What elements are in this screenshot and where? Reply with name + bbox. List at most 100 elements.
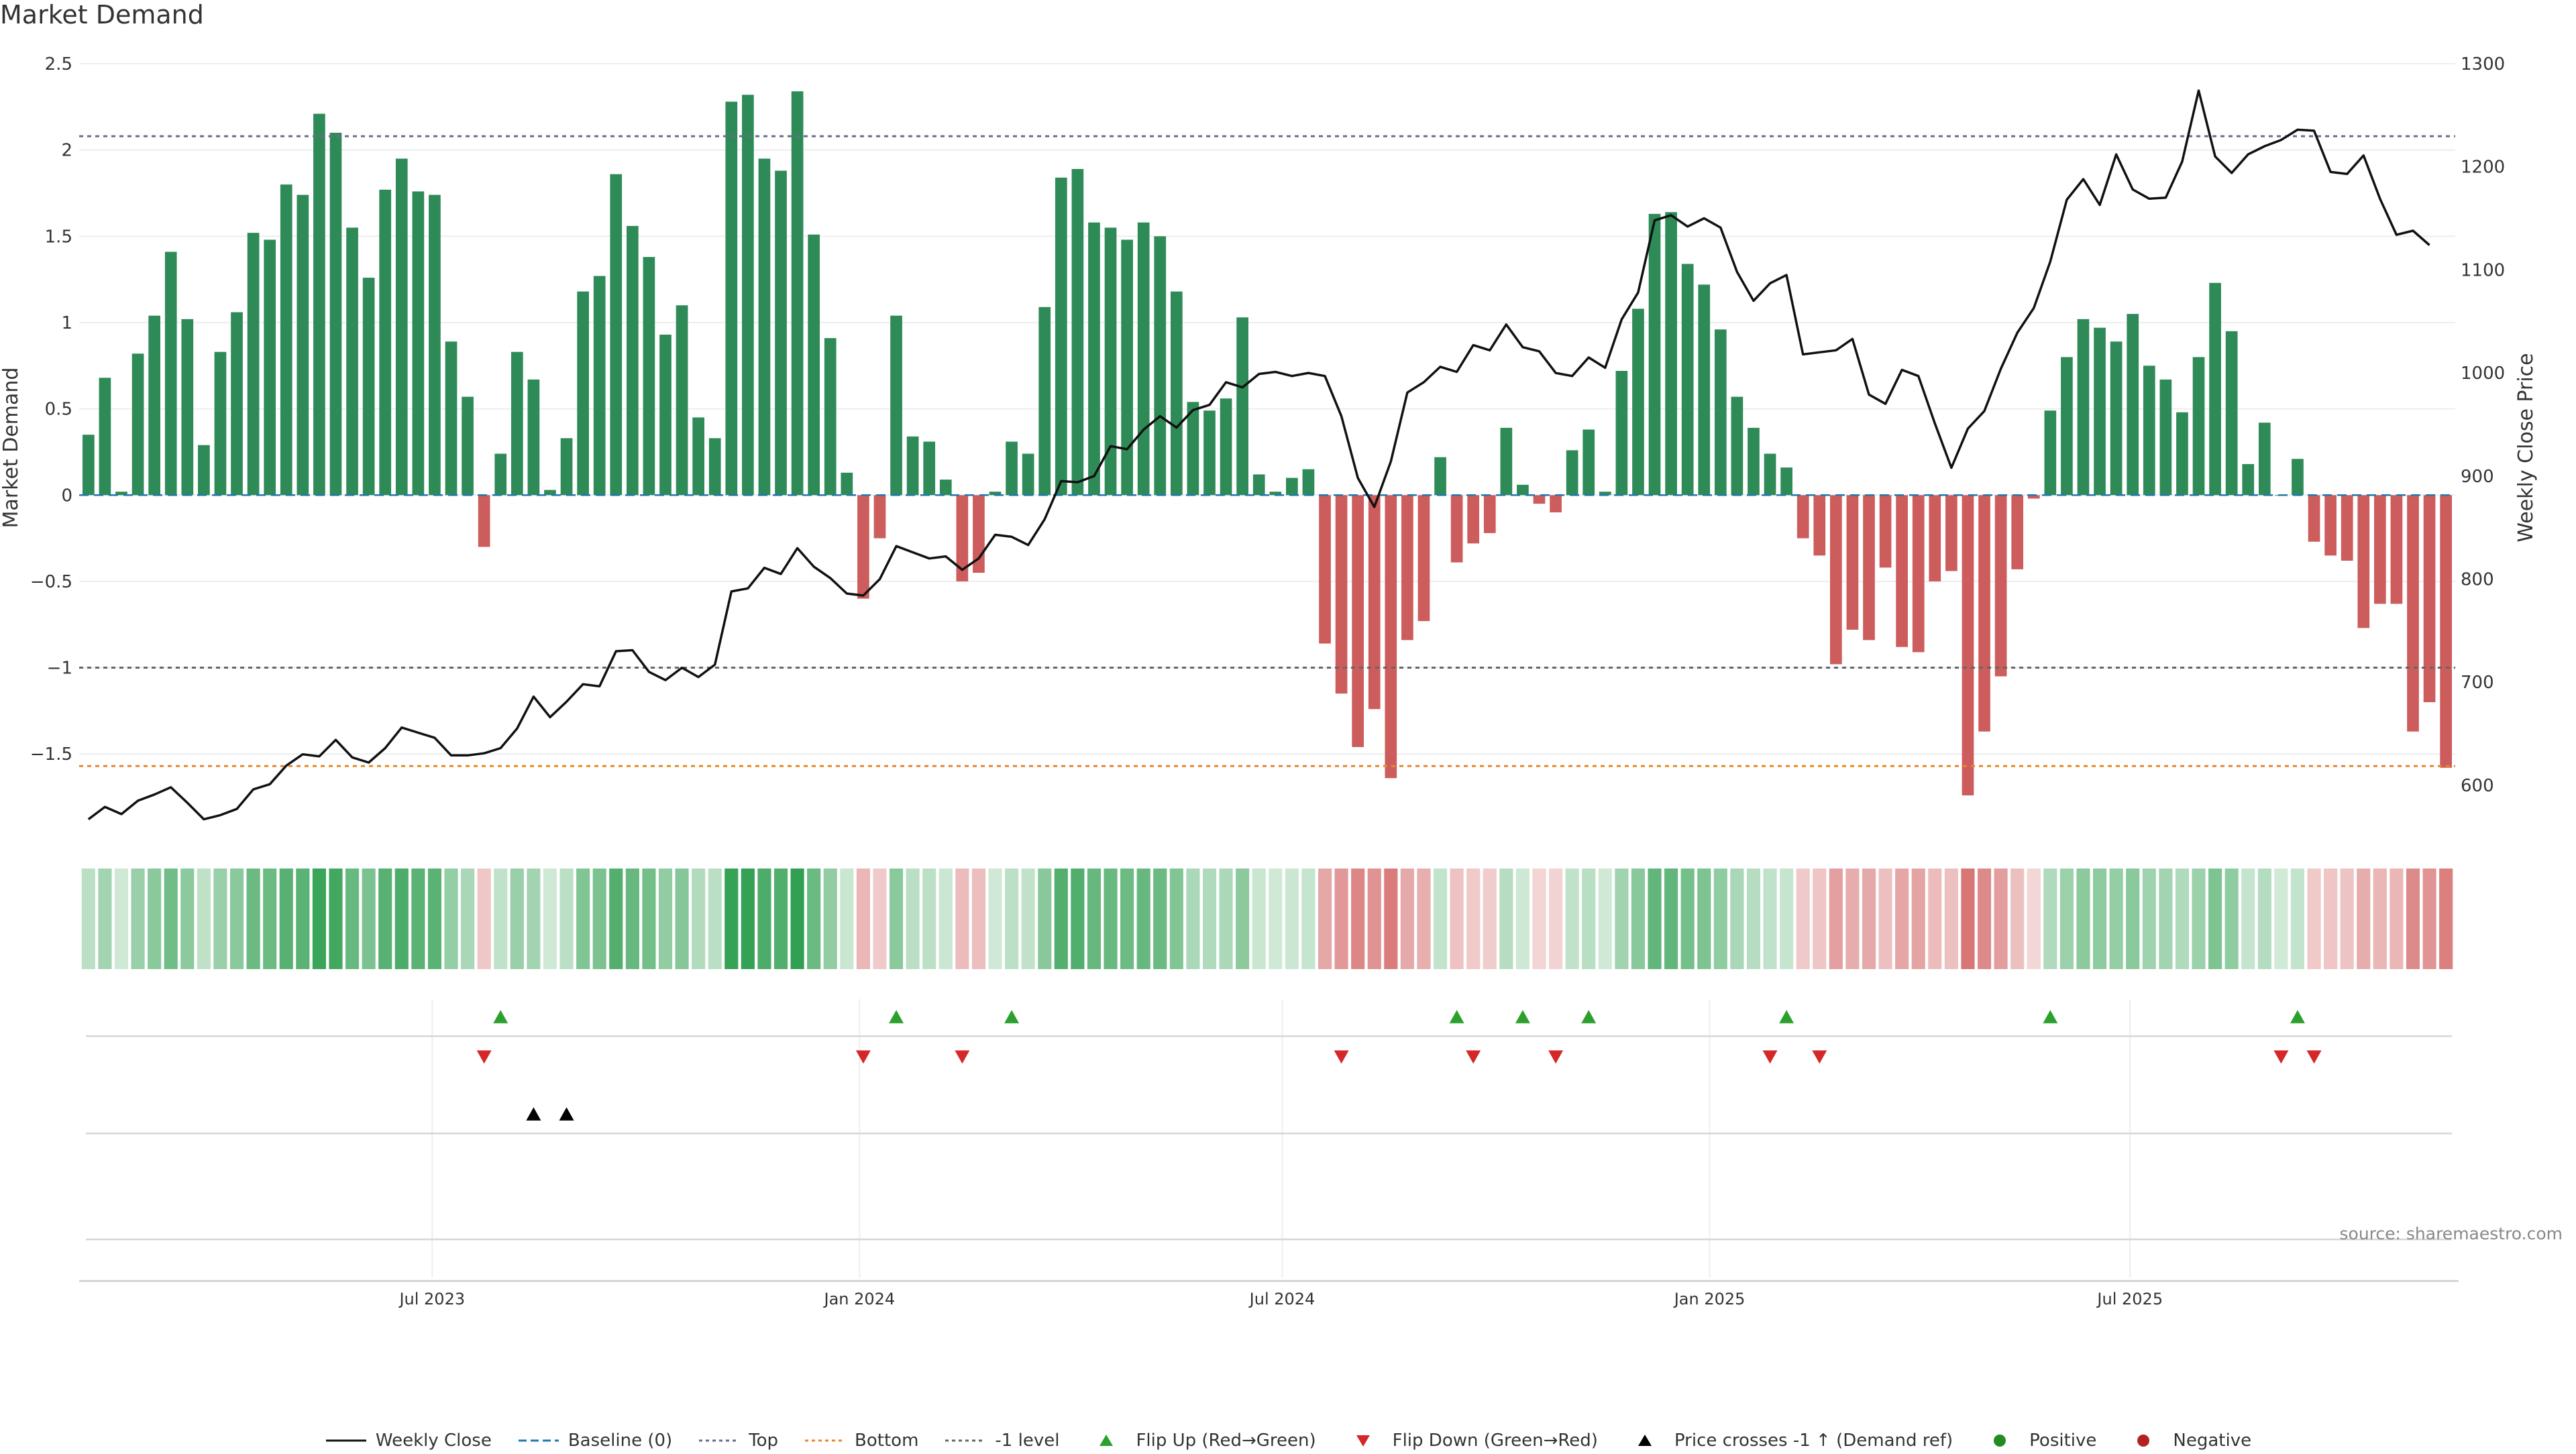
heat-strip-cell bbox=[2126, 869, 2140, 969]
heat-strip-cell bbox=[1038, 869, 1052, 969]
legend-symbol-icon bbox=[518, 1439, 559, 1442]
heat-strip-cell bbox=[378, 869, 392, 969]
demand-bar bbox=[1681, 264, 1694, 496]
heat-strip-cell bbox=[296, 869, 310, 969]
demand-bar bbox=[313, 113, 325, 496]
heat-strip-cell bbox=[1252, 869, 1266, 969]
y-tick-label: −0.5 bbox=[30, 572, 72, 592]
demand-bar bbox=[1500, 427, 1513, 496]
heat-strip-cell bbox=[1087, 869, 1102, 969]
heat-strip-cell bbox=[1746, 869, 1761, 969]
source-note: source: sharemaestro.com bbox=[2339, 1224, 2563, 1243]
demand-bar bbox=[577, 291, 589, 496]
heat-strip-cell bbox=[856, 869, 870, 969]
heat-strip-cell bbox=[1565, 869, 1579, 969]
demand-bar bbox=[198, 445, 210, 496]
demand-bar bbox=[148, 315, 160, 496]
demand-bar bbox=[1846, 495, 1859, 630]
y2-tick-label: 1300 bbox=[2461, 54, 2505, 74]
demand-bar bbox=[1302, 469, 1315, 496]
heat-strip-cell bbox=[1598, 869, 1612, 969]
demand-bar bbox=[956, 495, 969, 581]
heat-strip-cell bbox=[114, 869, 129, 969]
y2-tick-label: 1000 bbox=[2461, 364, 2505, 384]
heat-strip-cell bbox=[2059, 869, 2074, 969]
heat-strip-cell bbox=[1532, 869, 1546, 969]
heat-strip-cell bbox=[1483, 869, 1497, 969]
demand-bar bbox=[626, 225, 639, 496]
demand-bar bbox=[775, 170, 787, 496]
heat-strip-cell bbox=[1466, 869, 1481, 969]
demand-bar bbox=[494, 453, 507, 496]
legend-item: Baseline (0) bbox=[517, 1431, 672, 1451]
heat-strip-cell bbox=[1367, 869, 1381, 969]
legend-symbol-icon bbox=[945, 1439, 986, 1442]
demand-bar bbox=[1863, 495, 1875, 640]
heat-strip-cell bbox=[1763, 869, 1777, 969]
demand-bar bbox=[164, 251, 177, 496]
heat-strip-cell bbox=[98, 869, 112, 969]
demand-bar bbox=[610, 174, 623, 496]
demand-bar bbox=[1022, 453, 1034, 496]
demand-bar bbox=[2242, 463, 2255, 496]
demand-bar bbox=[412, 191, 425, 496]
heat-strip-cell bbox=[1878, 869, 1892, 969]
demand-bar bbox=[1550, 495, 1562, 512]
heat-strip-cell bbox=[1202, 869, 1217, 969]
heat-strip-cell bbox=[2241, 869, 2255, 969]
demand-bar bbox=[462, 396, 474, 496]
demand-bar bbox=[742, 95, 754, 496]
flip-down-marker bbox=[1466, 1050, 1481, 1064]
demand-bar bbox=[560, 438, 573, 496]
y2-tick-label: 900 bbox=[2461, 467, 2494, 487]
y2-tick-label: 700 bbox=[2461, 673, 2494, 693]
demand-bar bbox=[2110, 341, 2123, 496]
demand-bar bbox=[2209, 282, 2221, 496]
heat-strip-cell bbox=[213, 869, 227, 969]
demand-bar bbox=[2011, 495, 2024, 569]
y-tick-label: −1.5 bbox=[30, 744, 72, 765]
heat-strip-cell bbox=[1433, 869, 1448, 969]
chart-title: Market Demand bbox=[0, 0, 204, 30]
demand-bar bbox=[808, 234, 820, 496]
y-tick-label: 1.5 bbox=[45, 227, 72, 247]
demand-bar bbox=[2077, 319, 2090, 496]
heat-strip-cell bbox=[312, 869, 326, 969]
flip-down-marker bbox=[2273, 1050, 2289, 1064]
demand-bar bbox=[873, 495, 886, 539]
demand-bar bbox=[2176, 412, 2188, 496]
demand-bar bbox=[2192, 357, 2205, 496]
demand-bar bbox=[379, 189, 392, 496]
demand-bar bbox=[1385, 495, 1397, 779]
demand-bar bbox=[1945, 495, 1957, 571]
demand-bar bbox=[1137, 222, 1150, 496]
y-tick-label: 2.5 bbox=[45, 54, 72, 74]
legend-item: Positive bbox=[1978, 1431, 2096, 1451]
heat-strip-cell bbox=[1615, 869, 1629, 969]
demand-bar bbox=[659, 334, 672, 496]
legend-symbol-icon bbox=[1994, 1435, 2006, 1447]
legend-item: Flip Down (Green→Red) bbox=[1342, 1431, 1598, 1451]
demand-bar bbox=[2390, 495, 2403, 604]
heat-strip-cell bbox=[329, 869, 343, 969]
demand-bar bbox=[1286, 478, 1298, 496]
heat-strip-cell bbox=[1697, 869, 1711, 969]
heat-strip-cell bbox=[1236, 869, 1250, 969]
demand-bar bbox=[1335, 495, 1348, 694]
demand-bar bbox=[99, 378, 111, 496]
flip-down-marker bbox=[1334, 1050, 1349, 1064]
demand-bar bbox=[824, 338, 837, 496]
heat-strip-cell bbox=[131, 869, 145, 969]
x-tick-label: Jul 2024 bbox=[1248, 1290, 1316, 1308]
heat-strip-cell bbox=[1269, 869, 1283, 969]
legend-item: -1 level bbox=[944, 1431, 1059, 1451]
heat-strip-cell bbox=[427, 869, 442, 969]
heat-strip-cell bbox=[229, 869, 244, 969]
flip-up-marker bbox=[1449, 1010, 1464, 1023]
demand-bar bbox=[247, 233, 260, 496]
heat-strip-cell bbox=[1845, 869, 1860, 969]
heat-strip-cell bbox=[1829, 869, 1843, 969]
heat-strip-cell bbox=[362, 869, 376, 969]
demand-bar bbox=[395, 158, 408, 496]
